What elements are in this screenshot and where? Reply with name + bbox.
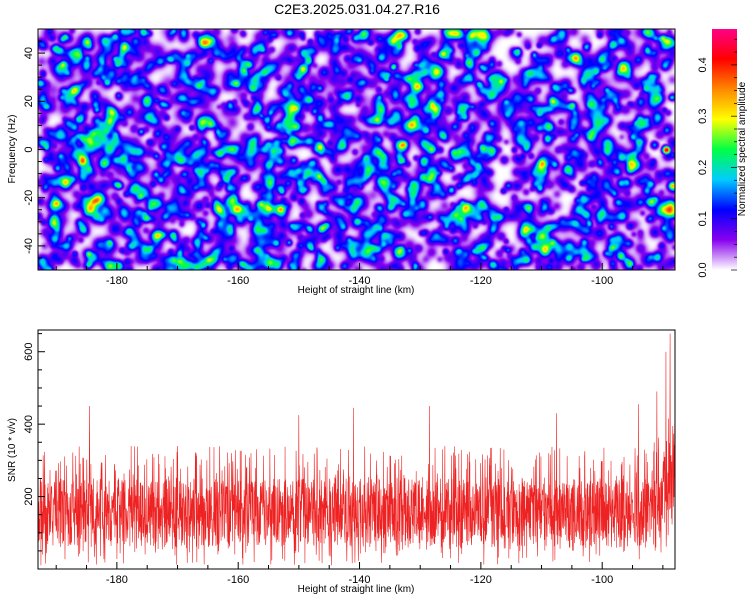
spectrogram-x-axis-label: Height of straight line (km) (298, 285, 415, 296)
spectrogram-y-tick-label: 40 (23, 47, 35, 59)
spectrogram-x-ticks: -180 -160 -140 -120 -100 (55, 263, 664, 287)
colorbar-scale (712, 29, 737, 270)
spectrogram-y-axis-label: Frequency (Hz) (7, 115, 18, 184)
snr-x-tick-label: -100 (591, 574, 613, 586)
snr-x-tick-label: -120 (470, 574, 492, 586)
spectrogram-x-tick-label: -180 (106, 275, 128, 287)
spectrogram-y-tick-label: -40 (23, 238, 35, 254)
snr-frame (37, 329, 676, 570)
spectrogram-panel: -180 -160 -140 -120 -100 -40 -20 0 20 40 Height … (7, 28, 676, 296)
spectrogram-x-tick-label: -160 (227, 275, 249, 287)
snr-x-tick-label: -180 (106, 574, 128, 586)
colorbar-ticks: 0.0 0.1 0.2 0.3 0.4 (697, 38, 737, 278)
snr-x-ticks: -180 -160 -140 -120 -100 (55, 562, 664, 586)
colorbar-tick-label: 0.4 (697, 57, 709, 72)
spectrogram-x-tick-label: -140 (349, 275, 371, 287)
spectrogram-y-tick-label: 0 (23, 146, 35, 152)
spectrogram-y-tick-label: -20 (23, 190, 35, 206)
colorbar-tick-label: 0.1 (697, 211, 709, 226)
snr-x-tick-label: -160 (227, 574, 249, 586)
snr-x-tick-label: -140 (349, 574, 371, 586)
colorbar-label: Normalized spectral amplitude (737, 81, 748, 216)
snr-y-axis-label: SNR (10 * v/v) (7, 418, 18, 482)
colorbar: 0.0 0.1 0.2 0.3 0.4 Normalized spectral ampl… (697, 29, 748, 278)
spectrogram-y-tick-label: 20 (23, 95, 35, 107)
spectrogram-heatmap (38, 29, 675, 270)
spectrogram-x-tick-label: -120 (470, 275, 492, 287)
chart-title: C2E3.2025.031.04.27.R16 (274, 1, 440, 17)
spectrogram-x-tick-label: -100 (591, 275, 613, 287)
spectrogram-y-ticks: -40 -20 0 20 40 (23, 28, 45, 271)
colorbar-tick-label: 0.0 (697, 262, 709, 277)
snr-y-tick-label: 200 (23, 487, 35, 505)
snr-x-axis-label: Height of straight line (km) (298, 584, 415, 595)
snr-y-tick-label: 600 (23, 343, 35, 361)
snr-panel: -180 -160 -140 -120 -100 200 400 600 Height of… (7, 329, 676, 595)
colorbar-tick-label: 0.2 (697, 160, 709, 175)
colorbar-tick-label: 0.3 (697, 109, 709, 124)
snr-series-line (37, 333, 676, 566)
snr-y-ticks: 200 400 600 (23, 333, 45, 570)
snr-y-tick-label: 400 (23, 415, 35, 433)
